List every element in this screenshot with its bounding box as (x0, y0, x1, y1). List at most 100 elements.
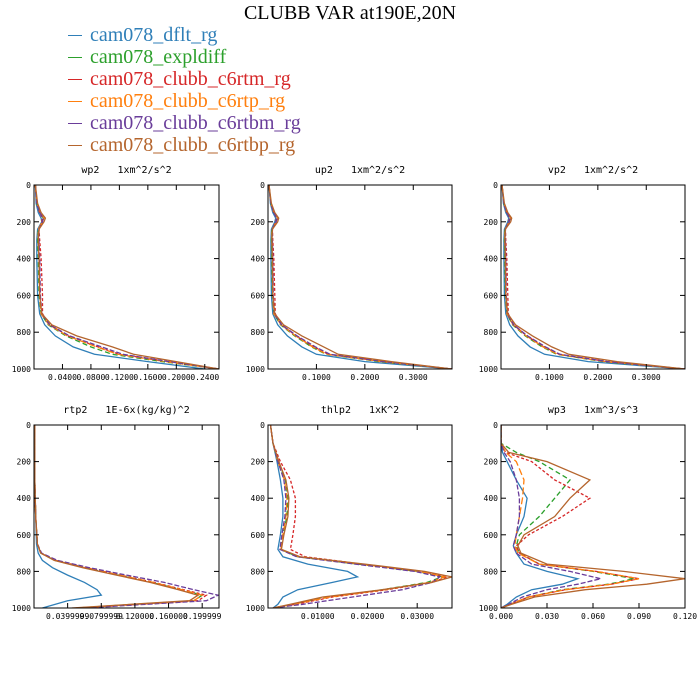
series-line (269, 425, 447, 608)
series-line (268, 185, 452, 369)
legend-label: cam078_clubb_c6rtbm_rg (90, 112, 301, 134)
x-tick-label: 0.000 (489, 612, 513, 621)
x-tick-label: 0.1000 (302, 373, 331, 382)
y-tick-label: 800 (484, 328, 499, 337)
legend-swatch (68, 57, 82, 58)
legend-label: cam078_clubb_c6rtp_rg (90, 90, 286, 112)
series-line (268, 185, 452, 369)
y-tick-label: 400 (484, 255, 499, 264)
legend-swatch (68, 101, 82, 102)
y-tick-label: 600 (17, 291, 32, 300)
series-line (501, 185, 685, 369)
y-tick-label: 400 (251, 255, 266, 264)
y-tick-label: 1000 (246, 604, 265, 613)
series-line (34, 425, 219, 608)
y-tick-label: 1000 (12, 365, 31, 374)
panel: rtp2 1E-6x(kg/kg)^2 0 200 400 600 800 1000 0.03… (12, 405, 222, 621)
legend-swatch (68, 35, 82, 36)
legend-label: cam078_clubb_c6rtm_rg (90, 68, 291, 90)
y-tick-label: 600 (251, 291, 266, 300)
y-tick-label: 600 (251, 531, 266, 540)
x-tick-label: 0.03000 (400, 612, 434, 621)
series-line (268, 185, 452, 369)
panel-title: vp2 1xm^2/s^2 (548, 165, 638, 176)
series-line (501, 185, 685, 369)
panel: wp2 1xm^2/s^2 0 200 400 600 800 1000 0.0400 0.08… (12, 165, 220, 382)
x-tick-label: 0.199999 (183, 612, 222, 621)
series-line (34, 185, 219, 369)
y-tick-label: 0 (26, 421, 31, 430)
x-tick-label: 0.090 (627, 612, 651, 621)
x-tick-label: 0.2000 (350, 373, 379, 382)
series-line (269, 425, 360, 608)
series-line (34, 425, 204, 608)
y-tick-label: 400 (17, 494, 32, 503)
x-tick-label: 0.2000 (583, 373, 612, 382)
y-tick-label: 0 (260, 421, 265, 430)
legend-label: cam078_dflt_rg (90, 24, 218, 46)
y-tick-label: 200 (484, 458, 499, 467)
x-tick-label: 0.030 (535, 612, 559, 621)
series-line (34, 185, 219, 369)
x-tick-label: 0.1000 (535, 373, 564, 382)
x-tick-label: 0.160000 (149, 612, 188, 621)
x-tick-label: 0.1600 (133, 373, 162, 382)
legend-label: cam078_expldiff (90, 46, 227, 68)
y-tick-label: 800 (17, 567, 32, 576)
x-tick-label: 0.2000 (162, 373, 191, 382)
y-tick-label: 400 (251, 494, 266, 503)
y-tick-label: 200 (17, 458, 32, 467)
x-tick-label: 0.3000 (399, 373, 428, 382)
series-line (269, 425, 442, 608)
panel-title: thlp2 1xK^2 (321, 405, 399, 416)
y-tick-label: 600 (484, 291, 499, 300)
y-tick-label: 1000 (479, 365, 498, 374)
y-tick-label: 800 (251, 567, 266, 576)
series-line (501, 425, 685, 608)
y-tick-label: 1000 (12, 604, 31, 613)
y-tick-label: 0 (260, 181, 265, 190)
x-tick-label: 0.120000 (116, 612, 155, 621)
y-tick-label: 0 (493, 181, 498, 190)
series-line (34, 185, 219, 369)
series-line (501, 185, 685, 369)
y-tick-label: 200 (251, 458, 266, 467)
y-tick-label: 800 (251, 328, 266, 337)
panel-title: up2 1xm^2/s^2 (315, 165, 405, 176)
legend-label: cam078_clubb_c6rtbp_rg (90, 134, 296, 156)
series-line (34, 425, 200, 608)
series-line (268, 185, 452, 369)
panel-title: wp2 1xm^2/s^2 (81, 165, 171, 176)
series-line (268, 185, 452, 369)
x-tick-label: 0.0400 (48, 373, 77, 382)
figure-title: CLUBB VAR at190E,20N (243, 2, 457, 24)
series-line (34, 185, 219, 369)
series-line (269, 425, 452, 608)
y-tick-label: 200 (251, 218, 266, 227)
series-line (34, 185, 205, 369)
plot-frame (500, 184, 686, 370)
series-line (34, 425, 103, 608)
x-tick-label: 0.3000 (632, 373, 661, 382)
y-tick-label: 1000 (246, 365, 265, 374)
plot-frame (267, 184, 453, 370)
y-tick-label: 600 (17, 531, 32, 540)
y-tick-label: 200 (484, 218, 499, 227)
series-line (268, 185, 452, 369)
legend-swatch (68, 79, 82, 80)
panel-title: rtp2 1E-6x(kg/kg)^2 (63, 405, 189, 416)
series-line (34, 185, 219, 369)
y-tick-label: 400 (17, 255, 32, 264)
panel: up2 1xm^2/s^2 0 200 400 600 800 1000 0.1000 0.20… (246, 165, 453, 382)
x-tick-label: 0.1200 (105, 373, 134, 382)
series-line (501, 425, 635, 608)
series-line (501, 185, 685, 369)
y-tick-label: 0 (493, 421, 498, 430)
series-line (34, 425, 204, 608)
y-tick-label: 600 (484, 531, 499, 540)
series-line (269, 425, 445, 608)
series-line (501, 425, 640, 608)
panel-title: wp3 1xm^3/s^3 (548, 405, 638, 416)
plot-frame (500, 424, 686, 609)
